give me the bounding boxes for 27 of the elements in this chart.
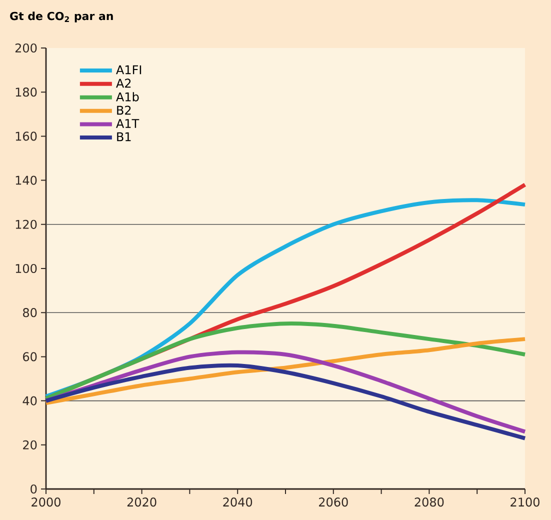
legend-label: A2 [116,78,131,88]
legend-label: B2 [117,106,131,115]
line-series [44,337,528,406]
x-tick-label: 2040 [223,498,252,507]
y-tick-label: 40 [22,396,37,406]
y-tick-label: 20 [23,440,37,450]
y-tick-label: 140 [16,176,37,185]
y-tick-label: 180 [16,88,37,97]
y-tick-label: 200 [15,43,37,53]
x-tick-label: 2000 [32,498,60,507]
legend-label: A1b [116,92,139,102]
legend-label: A1T [116,119,140,128]
y-axis-title: Gt de CO$_{2}$ par an [10,12,113,22]
y-tick-label: 120 [16,220,37,229]
y-tick-label: 100 [16,264,37,274]
line-series [44,322,528,401]
y-tick-label: 80 [23,308,37,318]
line-series [44,363,528,440]
x-tick-label: 2060 [319,498,348,507]
y-tick-label: 60 [23,352,37,362]
y-tick-label: 160 [16,132,37,141]
x-tick-label: 2100 [510,498,540,507]
y-tick-label: 0 [30,484,37,494]
legend-label: A1FI [116,65,142,74]
legend-label: B1 [117,132,131,142]
x-tick-label: 2080 [414,498,444,507]
x-tick-label: 2020 [127,498,156,507]
